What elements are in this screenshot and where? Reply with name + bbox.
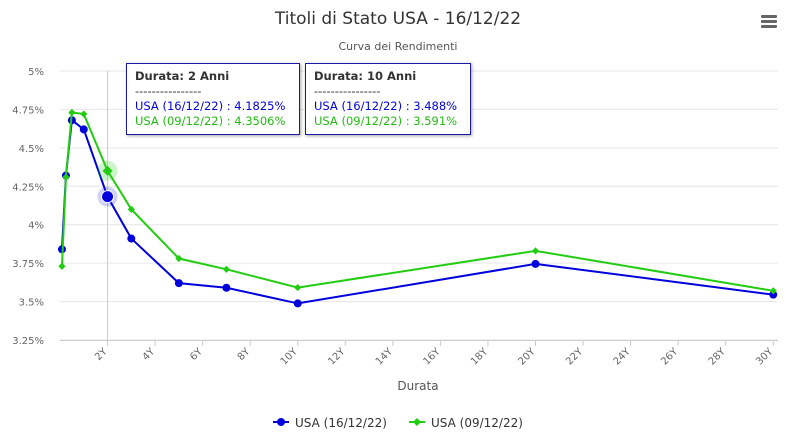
data-point[interactable] bbox=[80, 110, 88, 118]
legend-item-series-1[interactable]: USA (16/12/22) bbox=[273, 416, 387, 430]
x-tick-label: 2Y bbox=[93, 346, 110, 363]
tooltip-2y-series-2: USA (09/12/22) : 4.3506% bbox=[135, 114, 286, 128]
y-tick-label: 4.75% bbox=[12, 105, 44, 116]
tooltip-10y: Durata: 10 Anni ---------------- USA (16… bbox=[305, 63, 471, 135]
y-axis: 3.25% 3.5% 3.75% 4% 4.25% 4.5% 4.75% 5% bbox=[12, 67, 44, 347]
data-point[interactable] bbox=[68, 108, 76, 117]
tooltip-10y-heading: Durata: 10 Anni bbox=[314, 69, 417, 83]
legend-item-series-2[interactable]: USA (09/12/22) bbox=[409, 416, 523, 430]
tooltip-10y-series-2: USA (09/12/22) : 3.591% bbox=[314, 114, 458, 128]
tooltip-2y-heading: Durata: 2 Anni bbox=[135, 69, 230, 83]
y-tick-label: 4.5% bbox=[19, 144, 44, 155]
tooltip-10y-series-1: USA (16/12/22) : 3.488% bbox=[314, 99, 458, 113]
x-axis: 2Y 4Y 6Y 8Y 10Y 12Y 14Y 16Y 18Y 20Y 22Y 24Y 26Y 28Y 30… bbox=[60, 340, 778, 367]
y-tick-label: 5% bbox=[28, 67, 44, 78]
legend-label-series-1: USA (16/12/22) bbox=[295, 416, 387, 430]
y-tick-label: 4% bbox=[28, 221, 44, 232]
data-point[interactable] bbox=[531, 259, 540, 268]
data-point[interactable] bbox=[127, 205, 135, 213]
plot-area bbox=[57, 108, 778, 308]
x-tick-label: 24Y bbox=[612, 346, 634, 368]
tooltip-10y-separator: ---------------- bbox=[314, 84, 381, 98]
data-point[interactable] bbox=[102, 165, 113, 176]
x-tick-label: 20Y bbox=[517, 346, 539, 368]
x-tick-label: 28Y bbox=[707, 346, 729, 368]
x-tick-label: 4Y bbox=[141, 346, 158, 363]
series-line-2 bbox=[60, 111, 774, 292]
data-point[interactable] bbox=[174, 279, 183, 288]
x-tick-label: 22Y bbox=[564, 346, 586, 368]
chart-subtitle: Curva dei Rendimenti bbox=[339, 40, 458, 53]
data-point[interactable] bbox=[101, 190, 115, 204]
legend: USA (16/12/22) USA (09/12/22) bbox=[273, 416, 523, 430]
data-point[interactable] bbox=[222, 265, 231, 273]
x-tick-label: 16Y bbox=[421, 346, 443, 368]
data-point[interactable] bbox=[222, 283, 231, 292]
legend-label-series-2: USA (09/12/22) bbox=[431, 416, 523, 430]
x-tick-label: 6Y bbox=[188, 346, 205, 363]
x-tick-label: 14Y bbox=[374, 346, 396, 368]
data-point[interactable] bbox=[62, 173, 70, 181]
data-point[interactable] bbox=[293, 299, 302, 308]
x-tick-label: 12Y bbox=[326, 346, 348, 368]
hamburger-menu-icon[interactable] bbox=[758, 12, 780, 32]
y-tick-label: 3.25% bbox=[12, 336, 44, 347]
data-point[interactable] bbox=[58, 262, 66, 270]
x-tick-label: 26Y bbox=[659, 346, 681, 368]
x-axis-title: Durata bbox=[397, 379, 438, 393]
data-point[interactable] bbox=[175, 254, 183, 263]
data-point[interactable] bbox=[769, 287, 777, 295]
x-tick-label: 18Y bbox=[469, 346, 491, 368]
data-point[interactable] bbox=[127, 234, 136, 243]
chart-title: Titoli di Stato USA - 16/12/22 bbox=[274, 9, 521, 29]
x-tick-label: 30Y bbox=[754, 346, 776, 368]
data-point[interactable] bbox=[294, 283, 302, 292]
data-point[interactable] bbox=[769, 290, 778, 299]
data-point[interactable] bbox=[79, 125, 88, 134]
data-point[interactable] bbox=[531, 247, 540, 255]
tooltip-2y-series-1: USA (16/12/22) : 4.1825% bbox=[135, 99, 286, 113]
tooltip-2y: Durata: 2 Anni ---------------- USA (16/… bbox=[126, 63, 300, 135]
tooltip-2y-separator: ---------------- bbox=[135, 84, 202, 98]
x-tick-label: 8Y bbox=[236, 346, 253, 363]
x-tick-label: 10Y bbox=[279, 346, 301, 368]
y-tick-label: 3.75% bbox=[12, 259, 44, 270]
y-tick-label: 4.25% bbox=[12, 182, 44, 193]
y-tick-label: 3.5% bbox=[19, 298, 44, 309]
